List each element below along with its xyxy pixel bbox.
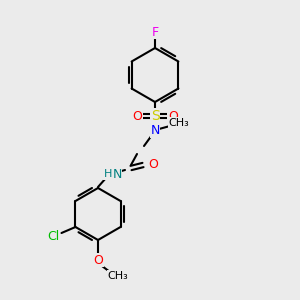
Text: S: S: [151, 109, 159, 123]
Text: O: O: [148, 158, 158, 170]
Text: F: F: [152, 26, 159, 38]
Text: H: H: [104, 169, 112, 179]
Text: N: N: [112, 167, 122, 181]
Text: O: O: [93, 254, 103, 266]
Text: O: O: [132, 110, 142, 122]
Text: O: O: [168, 110, 178, 122]
Text: CH₃: CH₃: [108, 271, 128, 281]
Text: CH₃: CH₃: [169, 118, 189, 128]
Text: Cl: Cl: [47, 230, 60, 242]
Text: N: N: [150, 124, 160, 137]
